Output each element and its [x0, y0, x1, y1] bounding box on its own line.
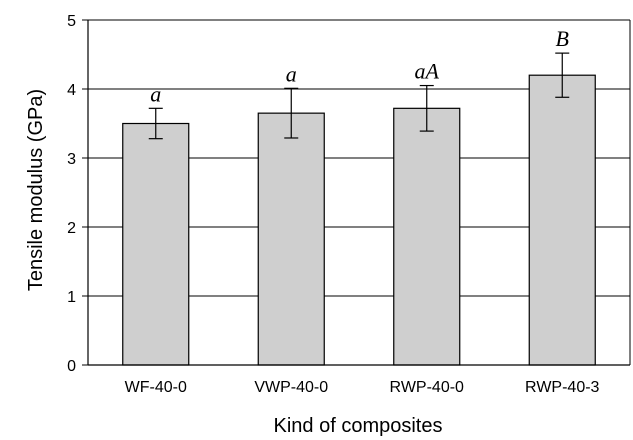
significance-label: B — [556, 26, 569, 51]
y-tick-label: 5 — [67, 13, 76, 30]
x-tick-label: VWP-40-0 — [254, 379, 328, 396]
bar — [393, 107, 461, 366]
bars-group — [122, 74, 596, 366]
y-tick-labels: 0 1 2 3 4 5 — [67, 13, 76, 375]
x-tick-label: RWP-40-3 — [525, 379, 599, 396]
bar — [257, 112, 325, 366]
x-tick-label: WF-40-0 — [125, 379, 187, 396]
x-axis-title: Kind of composites — [274, 415, 443, 437]
bar — [528, 74, 596, 366]
significance-label: aA — [415, 59, 440, 84]
significance-label: a — [150, 81, 161, 106]
significance-labels-group: a a aA B — [150, 26, 569, 106]
y-axis-title: Tensile modulus (GPa) — [25, 89, 47, 291]
x-tick-label: RWP-40-0 — [390, 379, 464, 396]
y-tick-label: 0 — [67, 358, 76, 375]
x-tick-labels: WF-40-0 VWP-40-0 RWP-40-0 RWP-40-3 — [125, 379, 600, 396]
bar — [122, 122, 190, 366]
error-bars-group — [148, 52, 570, 140]
y-tick-label: 4 — [67, 82, 76, 99]
y-tick-label: 3 — [67, 151, 76, 168]
y-tick-label: 1 — [67, 289, 76, 306]
significance-label: a — [286, 61, 297, 86]
y-tick-label: 2 — [67, 220, 76, 237]
axes — [82, 19, 631, 366]
